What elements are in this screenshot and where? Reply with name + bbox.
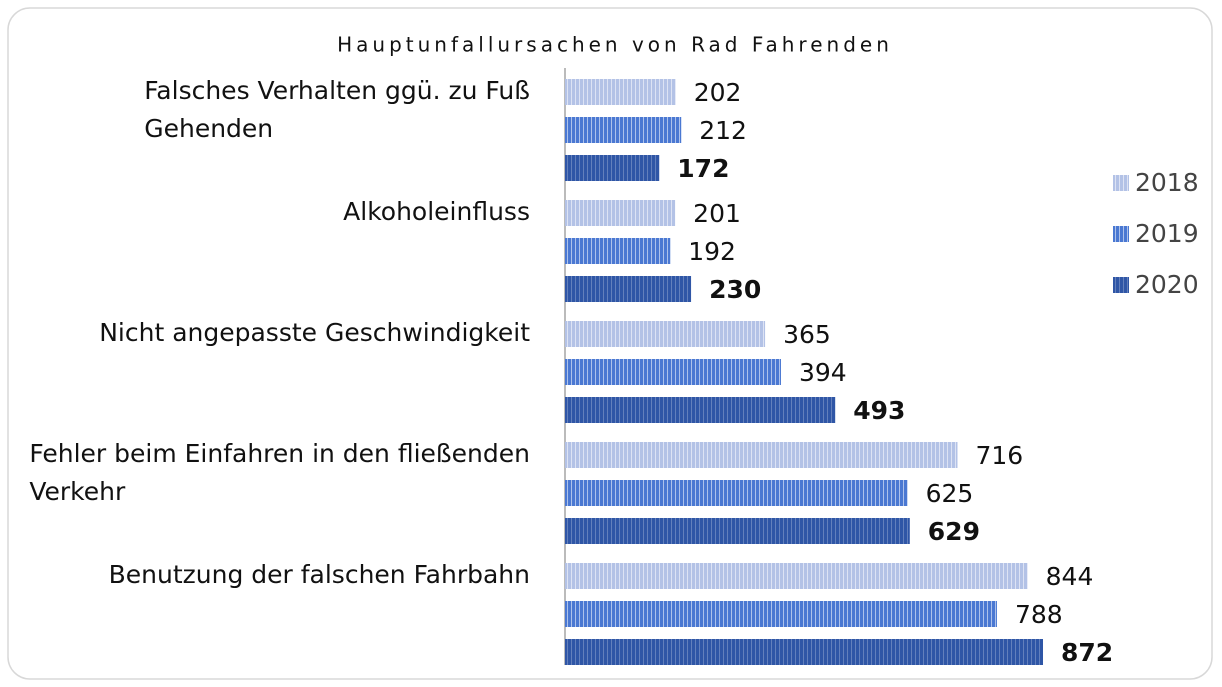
data-label: 625 <box>926 479 974 508</box>
bar <box>565 359 781 385</box>
legend-swatch <box>1113 226 1129 242</box>
bar <box>565 480 908 506</box>
legend-swatch <box>1113 277 1129 293</box>
data-label: 201 <box>693 199 741 228</box>
data-label: 872 <box>1061 638 1113 667</box>
data-label: 844 <box>1046 562 1094 591</box>
bar <box>565 276 692 302</box>
legend-label: 2018 <box>1135 168 1199 197</box>
chart-title: Hauptunfallursachen von Rad Fahrenden <box>337 33 893 57</box>
data-label: 788 <box>1015 600 1063 629</box>
bar <box>565 397 836 423</box>
bar <box>565 238 671 264</box>
data-label: 629 <box>928 517 980 546</box>
category-label: Falsches Verhalten ggü. zu Fuß Gehenden <box>144 76 530 143</box>
bar <box>565 639 1043 665</box>
data-label: 172 <box>677 154 729 183</box>
legend-swatch <box>1113 175 1129 191</box>
data-label: 493 <box>853 396 905 425</box>
data-label: 230 <box>709 275 761 304</box>
category-label: Nicht angepasste Geschwindigkeit <box>99 318 530 347</box>
data-label: 202 <box>694 78 742 107</box>
bar <box>565 155 660 181</box>
bar <box>565 518 910 544</box>
data-label: 212 <box>699 116 747 145</box>
category-label: Alkoholeinfluss <box>343 197 530 226</box>
bar <box>565 601 997 627</box>
category-label: Fehler beim Einfahren in den fließenden V… <box>29 439 530 506</box>
bar <box>565 563 1028 589</box>
data-label: 394 <box>799 358 847 387</box>
data-label: 716 <box>975 441 1023 470</box>
bar <box>565 321 766 347</box>
bar <box>565 79 676 105</box>
data-label: 365 <box>783 320 831 349</box>
legend-label: 2020 <box>1135 270 1199 299</box>
bar <box>565 442 958 468</box>
legend-label: 2019 <box>1135 219 1199 248</box>
category-label: Benutzung der falschen Fahrbahn <box>109 560 530 589</box>
bar <box>565 200 676 226</box>
data-label: 192 <box>688 237 736 266</box>
bar <box>565 117 682 143</box>
